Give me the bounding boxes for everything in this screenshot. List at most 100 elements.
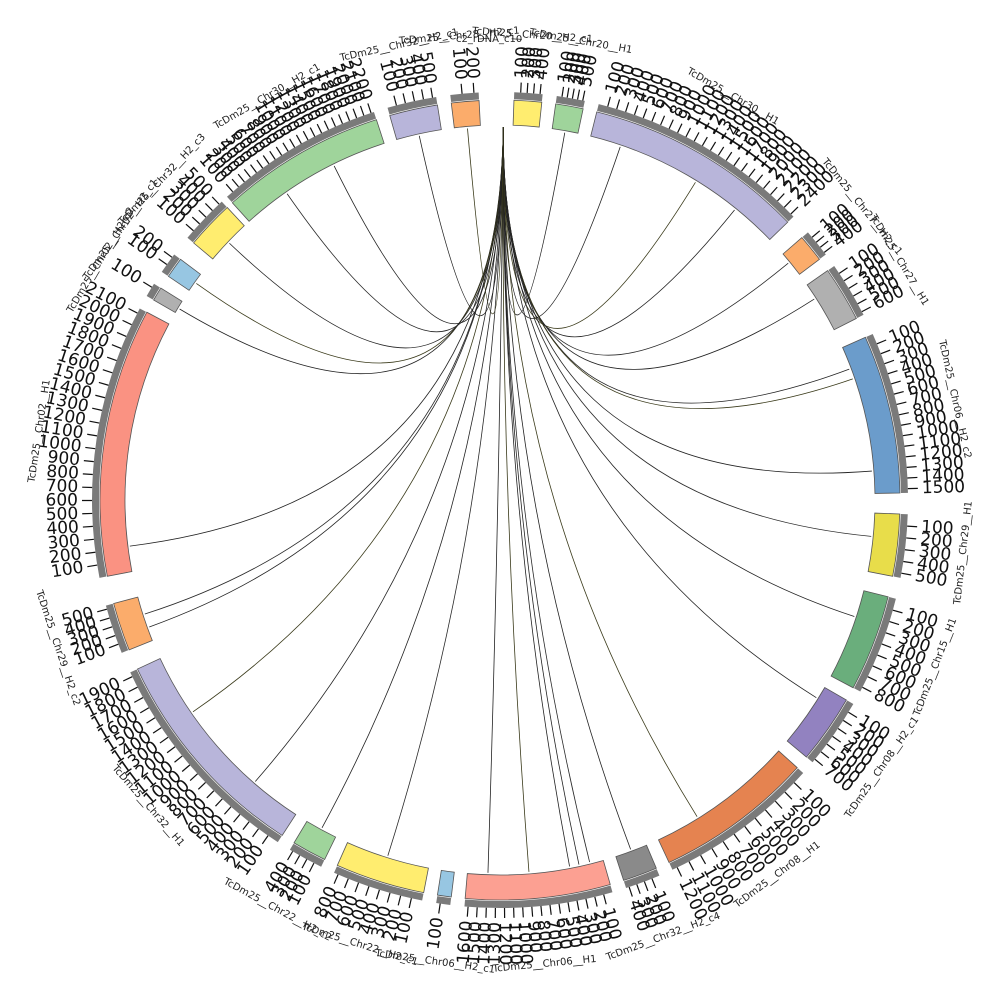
tick-label: 1200 [919,441,964,465]
tick-mark [867,676,878,682]
tick-mark [755,174,764,183]
tick-label: 1000 [514,921,536,965]
tick-mark [275,146,283,156]
tick-band [893,513,908,578]
tick-mark [122,676,133,682]
tick-mark [174,755,183,763]
tick-mark [837,727,847,735]
link-chr29_h2_c2 [149,127,504,628]
segment-arc [136,657,297,837]
tick-mark [533,83,536,94]
tick-label: 1400 [921,465,965,487]
tick-band [866,334,908,494]
tick-label: 700 [45,476,78,497]
tick-label: 100 [554,49,579,84]
tick-mark [472,82,475,93]
tick-mark [92,407,103,411]
segment-chr30_h2_c1: 1002003004005006007008009001000110012001… [195,55,385,222]
tick-mark [85,446,96,450]
link-chr02_h2_c2 [179,127,504,374]
tick-mark [89,420,100,424]
tick-label: 900 [47,447,81,470]
segments-layer: 100200300400TcDm25__Chr20__H2_c110020030… [26,26,975,976]
tick-label: 100 [920,517,954,539]
tick-mark [861,306,872,313]
tick-label: 100 [511,46,533,79]
tick-mark [823,245,833,253]
tick-mark [577,89,581,100]
tick-band [226,111,377,202]
tick-mark [146,717,156,724]
tick-mark [784,791,793,800]
tick-band [623,869,660,889]
tick-mark [722,841,730,851]
segment-arc [193,206,245,260]
segment-arc [113,596,153,651]
tick-label: 100 [107,254,145,288]
link-chr32_h2_c3 [229,127,504,349]
tick-mark [402,93,406,104]
segment-arc [464,859,611,901]
tick-band [450,92,480,102]
tick-band [146,283,160,300]
tick-mark [152,727,162,734]
tick-mark [215,798,223,807]
tick-mark [576,900,580,911]
tick-mark [105,635,116,640]
tick-mark [438,903,441,914]
link-chr32_h1 [192,127,504,713]
tick-mark [185,223,194,232]
tick-mark [411,91,415,102]
tick-mark [393,95,398,106]
tick-mark [365,886,370,897]
tick-band [334,866,424,901]
tick-mark [237,173,245,183]
tick-label: 1500 [922,477,966,498]
tick-mark [85,551,96,555]
segment-arc [336,842,429,894]
link-chr30_h2_c1 [333,127,504,325]
tick-band [91,308,146,578]
tick-mark [338,114,344,124]
tick-mark [890,380,901,385]
tick-band [387,97,438,115]
tick-mark [143,281,153,288]
tick-mark [420,89,425,100]
segment-chr32_h1: 1002003004005006007008009001000110012001… [76,657,297,880]
tick-mark [744,826,752,835]
tick-mark [252,828,259,838]
tick-mark [763,180,771,189]
tick-mark [754,817,762,827]
tick-mark [102,626,113,631]
tick-mark [880,349,891,355]
tick-mark [111,344,122,350]
tick-label: 1600 [454,920,477,965]
tick-mark [250,164,257,173]
tick-mark [820,751,830,759]
tick-mark [106,356,117,362]
tick-mark [777,193,785,202]
tick-label: 300 [525,46,548,80]
tick-mark [243,168,251,178]
tick-band [464,885,613,908]
tick-mark [876,339,887,345]
tick-mark [233,813,241,823]
tick-band [105,603,129,653]
tick-mark [633,105,639,115]
tick-mark [902,433,913,437]
tick-mark [295,134,302,144]
tick-mark [343,878,349,889]
tick-mark [231,178,239,188]
tick-mark [893,390,904,395]
tick-mark [330,117,336,127]
tick-mark [316,123,323,134]
tick-mark [206,790,215,799]
tick-mark [764,809,773,818]
tick-mark [717,146,725,156]
tick-band [854,597,896,692]
tick-mark [204,203,213,211]
tick-mark [848,282,858,289]
segment-arc [436,869,455,898]
tick-mark [520,82,522,93]
